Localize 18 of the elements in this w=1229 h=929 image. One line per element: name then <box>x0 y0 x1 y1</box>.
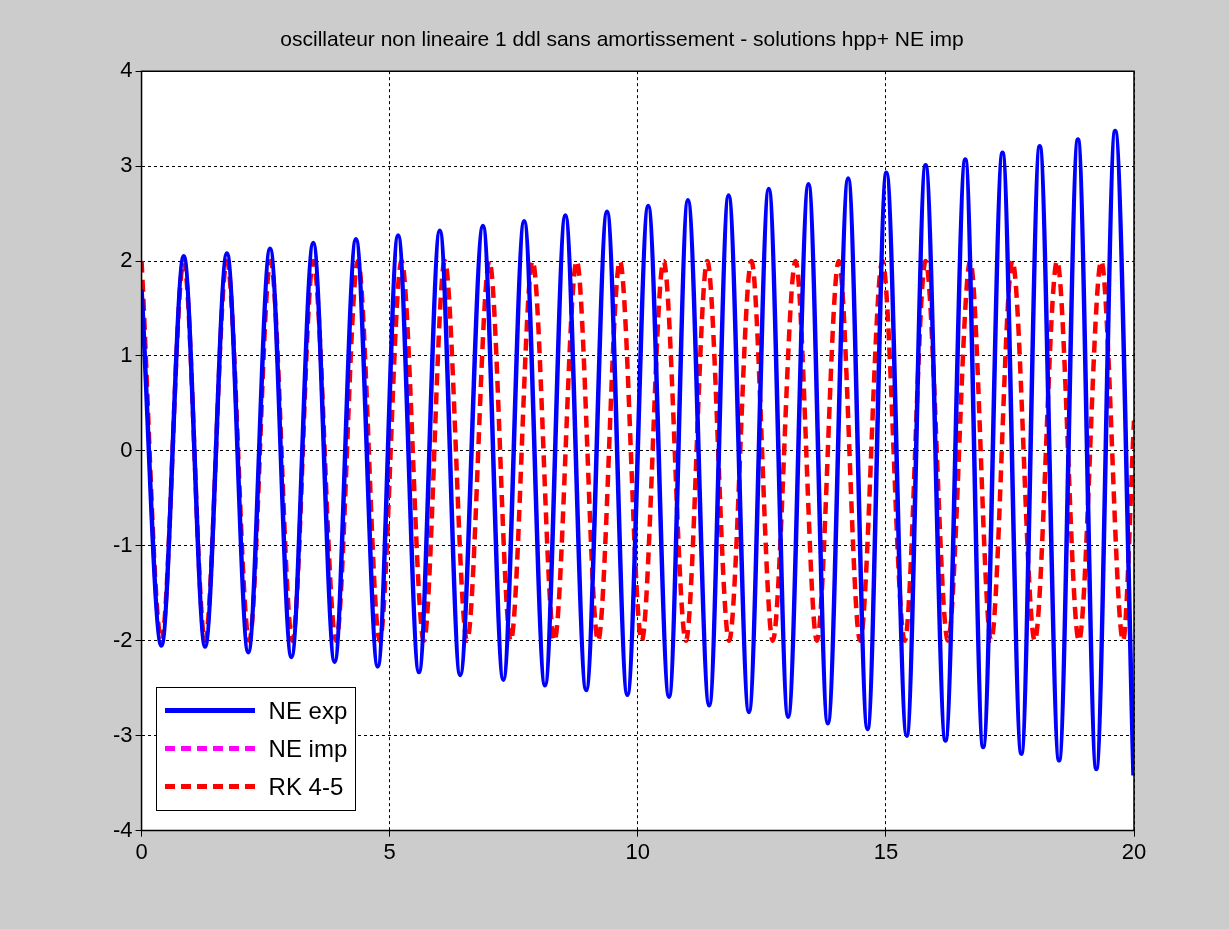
y-tick-label: -3 <box>113 721 133 747</box>
y-tick-label: 0 <box>120 436 133 462</box>
x-tick-label: 10 <box>625 838 651 864</box>
legend-label: NE exp <box>268 696 348 725</box>
y-tick-label: -2 <box>113 626 133 652</box>
x-tick-label: 20 <box>1121 838 1147 864</box>
x-tick-label: 15 <box>873 838 899 864</box>
legend-label: NE imp <box>268 734 348 763</box>
y-tick-label: 2 <box>120 247 133 273</box>
legend-label: RK 4-5 <box>268 772 344 801</box>
y-tick-label: -1 <box>113 531 133 557</box>
y-tick-label: 4 <box>120 57 133 83</box>
y-tick-label: 1 <box>120 342 133 368</box>
chart-title: oscillateur non lineaire 1 ddl sans amortissement - solutions hpp+ NE imp <box>280 27 964 51</box>
y-tick-label: 3 <box>120 152 133 178</box>
x-tick-label: 5 <box>383 838 396 864</box>
y-tick-label: -4 <box>113 816 133 842</box>
line-series <box>141 128 1134 778</box>
